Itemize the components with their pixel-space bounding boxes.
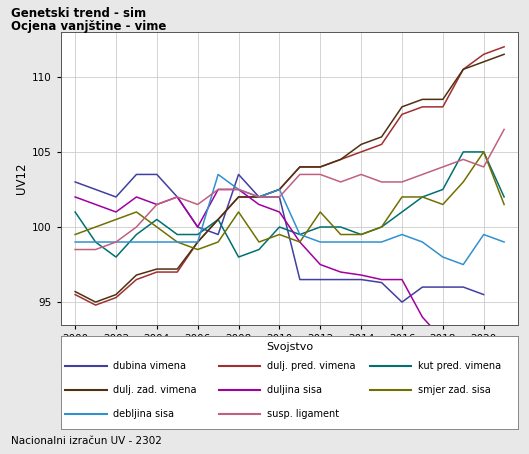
Y-axis label: UV12: UV12	[15, 163, 28, 194]
Text: dubina vimena: dubina vimena	[113, 361, 186, 371]
Text: Ocjena vanjštine - vime: Ocjena vanjštine - vime	[11, 20, 166, 34]
Text: debljina sisa: debljina sisa	[113, 409, 175, 419]
X-axis label: Godina rođenja: Godina rođenja	[244, 348, 335, 361]
Text: dulj. zad. vimena: dulj. zad. vimena	[113, 385, 197, 395]
Text: Nacionalni izračun UV - 2302: Nacionalni izračun UV - 2302	[11, 436, 161, 446]
Text: dulj. pred. vimena: dulj. pred. vimena	[267, 361, 355, 371]
Text: susp. ligament: susp. ligament	[267, 409, 339, 419]
Text: kut pred. vimena: kut pred. vimena	[418, 361, 501, 371]
Text: duljina sisa: duljina sisa	[267, 385, 322, 395]
Text: Svojstvo: Svojstvo	[266, 342, 313, 352]
Text: Genetski trend - sim: Genetski trend - sim	[11, 7, 145, 20]
Text: smjer zad. sisa: smjer zad. sisa	[418, 385, 490, 395]
